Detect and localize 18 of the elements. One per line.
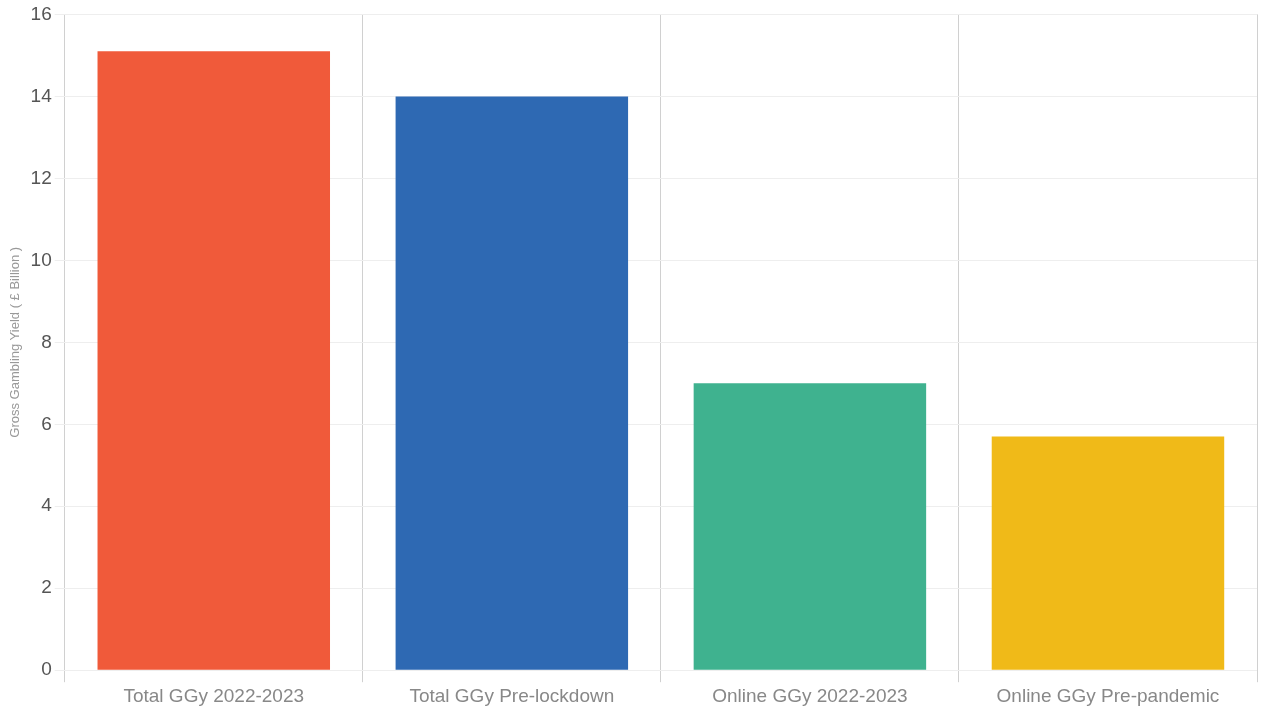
y-tick-label: 14 bbox=[30, 84, 53, 106]
bar bbox=[991, 436, 1225, 670]
y-axis-title: Gross Gambling Yield ( £ Billion ) bbox=[7, 246, 23, 438]
y-tick-label: 6 bbox=[41, 412, 52, 434]
y-tick-label: 8 bbox=[41, 330, 52, 352]
x-tick-label: Online GGy Pre-pandemic bbox=[996, 684, 1220, 706]
y-tick-label: 2 bbox=[41, 576, 52, 598]
bar bbox=[97, 51, 331, 670]
y-tick-label: 10 bbox=[30, 248, 52, 270]
y-tick-label: 4 bbox=[41, 494, 53, 516]
y-tick-label: 16 bbox=[30, 2, 52, 24]
bar bbox=[693, 383, 927, 670]
x-tick-label: Total GGy 2022-2023 bbox=[123, 684, 305, 706]
x-tick-label: Online GGy 2022-2023 bbox=[712, 684, 908, 706]
bar bbox=[395, 96, 629, 670]
x-tick-label: Total GGy Pre-lockdown bbox=[409, 684, 615, 706]
y-tick-label: 0 bbox=[41, 658, 52, 680]
y-tick-label: 12 bbox=[30, 166, 52, 188]
